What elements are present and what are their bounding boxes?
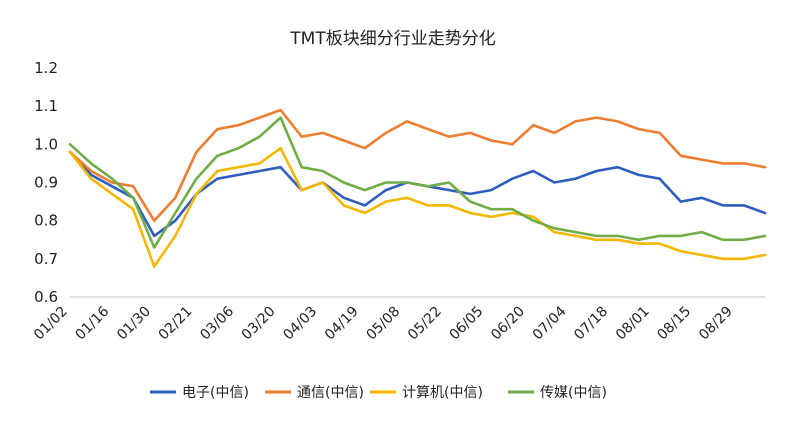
- x-tick-label: 07/18: [571, 304, 611, 344]
- x-tick-label: 02/21: [156, 304, 196, 344]
- legend-label: 通信(中信): [297, 385, 364, 401]
- x-tick-label: 08/15: [654, 304, 694, 344]
- y-tick-label: 1.1: [34, 97, 58, 115]
- y-tick-label: 0.7: [34, 250, 58, 268]
- series-line: [68, 108, 767, 222]
- legend-label: 计算机(中信): [402, 385, 483, 401]
- x-tick-label: 05/08: [363, 304, 403, 344]
- series-line: [68, 116, 767, 249]
- series-line: [68, 150, 767, 238]
- y-tick-label: 0.9: [34, 174, 58, 192]
- x-tick-label: 04/03: [280, 304, 320, 344]
- legend: 电子(中信) 通信(中信) 计算机(中信) 传媒(中信): [150, 385, 607, 401]
- x-tick-label: 04/19: [322, 304, 362, 344]
- series-line: [68, 146, 767, 268]
- x-tick-label: 06/20: [488, 304, 528, 344]
- y-axis-ticks: 0.6 0.7 0.8 0.9 1.0 1.1 1.2: [34, 59, 58, 306]
- x-axis-ticks: 01/02 01/16 01/30 02/21 03/06 03/20 04/03 04/19…: [31, 303, 736, 343]
- x-tick-label: 05/22: [405, 304, 445, 344]
- chart-title: TMT板块细分行业走势分化: [289, 29, 495, 49]
- x-tick-label: 06/05: [447, 304, 487, 344]
- x-tick-label: 01/30: [114, 304, 154, 344]
- y-tick-label: 1.0: [34, 135, 58, 153]
- x-tick-label: 03/06: [197, 303, 237, 343]
- x-tick-label: 01/02: [31, 304, 71, 344]
- y-tick-label: 0.6: [34, 288, 58, 306]
- legend-label: 传媒(中信): [540, 385, 607, 401]
- y-tick-label: 1.2: [34, 59, 58, 77]
- legend-label: 电子(中信): [182, 385, 249, 401]
- x-tick-label: 08/01: [613, 304, 653, 344]
- x-tick-label: 01/16: [73, 303, 113, 343]
- x-tick-label: 03/20: [239, 304, 279, 344]
- series-layer: [68, 108, 767, 268]
- x-tick-label: 08/29: [696, 304, 736, 344]
- y-tick-label: 0.8: [34, 212, 58, 230]
- x-tick-label: 07/04: [530, 303, 570, 343]
